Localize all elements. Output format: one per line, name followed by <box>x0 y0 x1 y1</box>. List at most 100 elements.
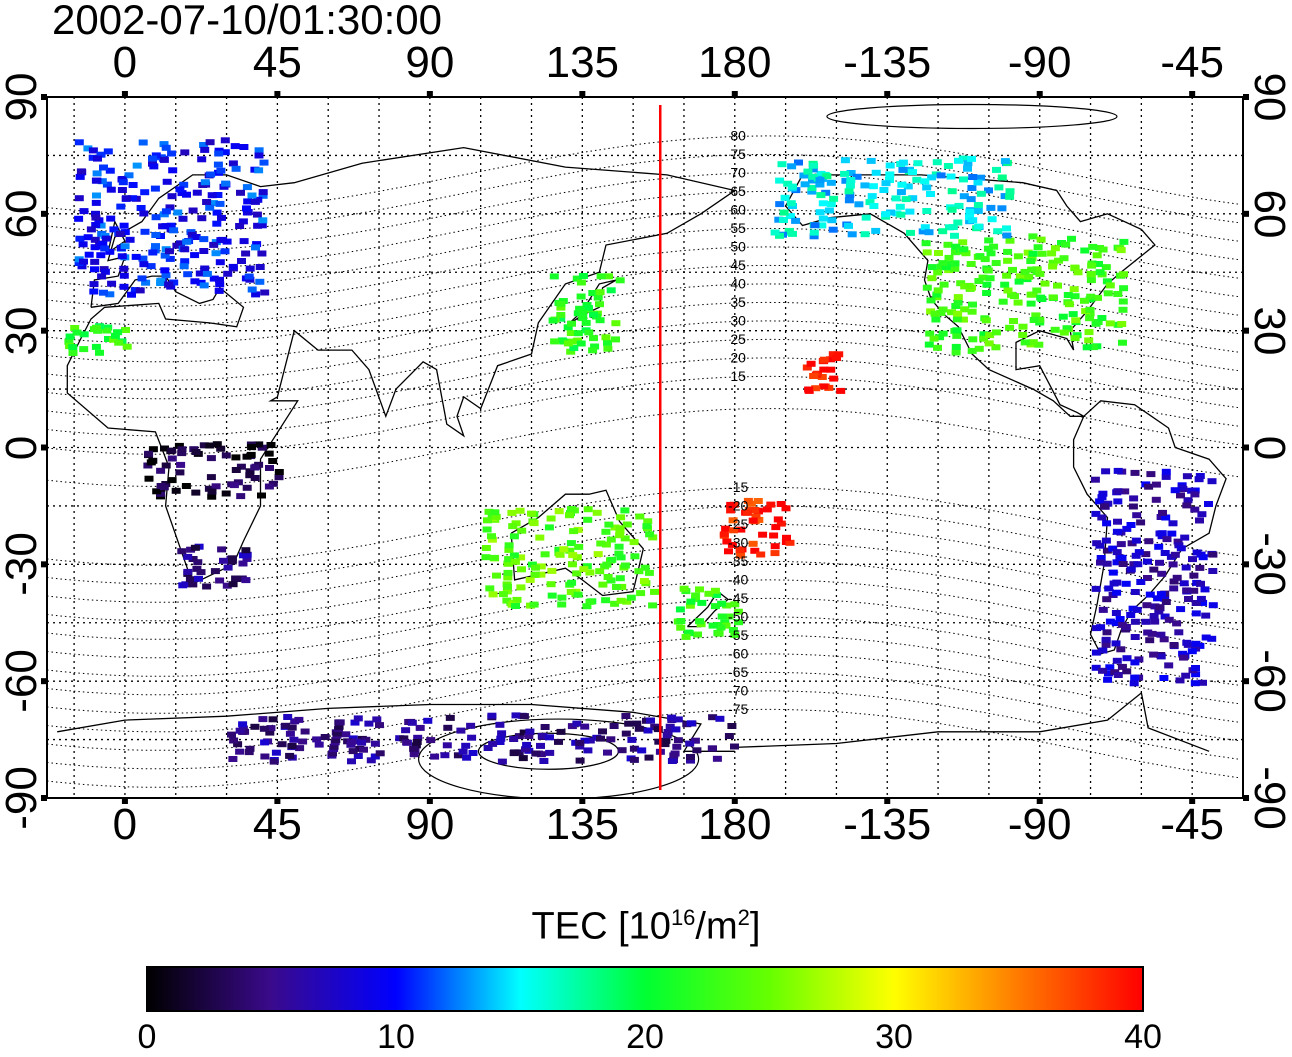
tec-pixel <box>351 738 361 745</box>
tec-pixel <box>164 281 174 288</box>
tec-pixel <box>685 740 695 747</box>
tec-pixel <box>199 248 209 254</box>
tec-pixel <box>583 506 593 513</box>
tec-pixel <box>787 183 797 190</box>
tec-pixel <box>620 535 630 542</box>
mag-contour <box>47 597 1240 677</box>
tec-pixel <box>1102 278 1112 285</box>
tec-pixel <box>614 550 624 557</box>
tec-pixel <box>182 191 191 198</box>
lon-tick-label: 90 <box>405 38 455 87</box>
tec-pixel <box>809 233 819 240</box>
tec-pixel <box>197 156 207 163</box>
tec-pixel <box>1082 344 1092 351</box>
tec-pixel <box>156 233 165 239</box>
tec-pixel <box>169 227 179 234</box>
mag-contour <box>47 708 1240 788</box>
tec-pixel <box>770 229 780 236</box>
tec-pixel <box>1162 536 1172 543</box>
tec-pixel <box>604 521 614 528</box>
tec-pixel <box>1207 635 1217 642</box>
tec-pixel <box>328 750 337 757</box>
tec-pixel <box>606 536 616 543</box>
tec-pixel <box>968 336 978 343</box>
tec-pixel <box>621 730 631 737</box>
tec-pixel <box>1112 589 1122 596</box>
tec-pixel <box>959 193 969 200</box>
tec-pixel <box>245 745 255 752</box>
tec-pixel <box>219 557 228 564</box>
tec-pixel <box>78 241 88 248</box>
contour-label: -20 <box>728 497 748 513</box>
tec-pixel <box>121 327 130 333</box>
tec-pixel <box>967 308 977 315</box>
tec-pixel <box>242 484 252 491</box>
tec-pixel <box>1182 473 1192 480</box>
tec-pixel <box>79 258 88 265</box>
tec-pixel <box>1187 648 1197 655</box>
tec-pixel <box>985 275 995 282</box>
mag-contour <box>47 542 1240 622</box>
tec-pixel <box>896 211 906 218</box>
contour-label: 25 <box>730 331 746 347</box>
tec-pixel <box>88 147 98 154</box>
tec-pixel <box>895 203 905 210</box>
tec-pixel <box>92 192 101 199</box>
tec-pixel <box>1129 495 1139 502</box>
tec-pixel <box>413 734 423 741</box>
tec-pixel <box>559 546 569 553</box>
tec-pixel <box>807 188 817 195</box>
tec-pixel <box>177 548 187 555</box>
mag-contour <box>47 523 1240 603</box>
tec-pixel <box>205 139 215 146</box>
tec-pixel <box>144 475 154 482</box>
tec-pixel <box>151 152 161 159</box>
tec-pixel <box>91 210 100 217</box>
tec-pixel <box>183 271 193 278</box>
tec-pixel <box>1118 306 1128 313</box>
tec-pixel <box>221 452 231 459</box>
tec-pixel <box>748 517 758 524</box>
frame-tick <box>731 91 738 97</box>
lon-tick-label: 135 <box>545 38 620 87</box>
tec-pixel <box>743 497 753 504</box>
tec-pixel <box>1111 640 1121 647</box>
tec-pixel <box>575 305 585 312</box>
tec-pixel <box>199 142 209 148</box>
tec-pixel <box>143 462 153 469</box>
tec-pixel <box>871 227 881 234</box>
tec-pixel <box>1197 511 1207 518</box>
tec-pixel <box>209 200 218 207</box>
tec-pixel <box>945 260 955 267</box>
contour-label: 65 <box>730 183 746 199</box>
tec-pixel <box>372 716 382 723</box>
tec-pixel <box>212 441 222 448</box>
tec-pixel <box>973 202 983 208</box>
tec-pixel <box>89 288 99 295</box>
tec-pixel <box>1164 616 1174 623</box>
tec-pixel <box>320 734 330 740</box>
tec-pixel <box>602 561 612 568</box>
tec-pixel <box>567 320 576 327</box>
tec-pixel <box>601 334 611 341</box>
tec-pixel <box>407 719 417 726</box>
tec-pixel <box>726 507 736 514</box>
tec-pixel <box>750 547 760 554</box>
tec-pixel <box>227 555 237 562</box>
mag-contour <box>47 560 1240 640</box>
tec-pixel <box>179 263 189 270</box>
frame-tick <box>41 678 47 685</box>
tec-pixel <box>885 171 895 178</box>
tec-pixel <box>1149 613 1159 619</box>
tec-pixel <box>519 729 529 736</box>
tec-pixel <box>952 316 962 323</box>
tec-pixel <box>165 204 175 211</box>
tec-pixel <box>1155 559 1164 566</box>
tec-pixel <box>834 351 844 358</box>
tec-pixel <box>411 742 421 749</box>
tec-pixel <box>236 189 245 196</box>
tec-pixel <box>1026 291 1036 298</box>
tec-pixel <box>254 441 264 448</box>
lon-tick-label: -45 <box>1160 800 1224 849</box>
tec-pixel <box>710 603 720 610</box>
